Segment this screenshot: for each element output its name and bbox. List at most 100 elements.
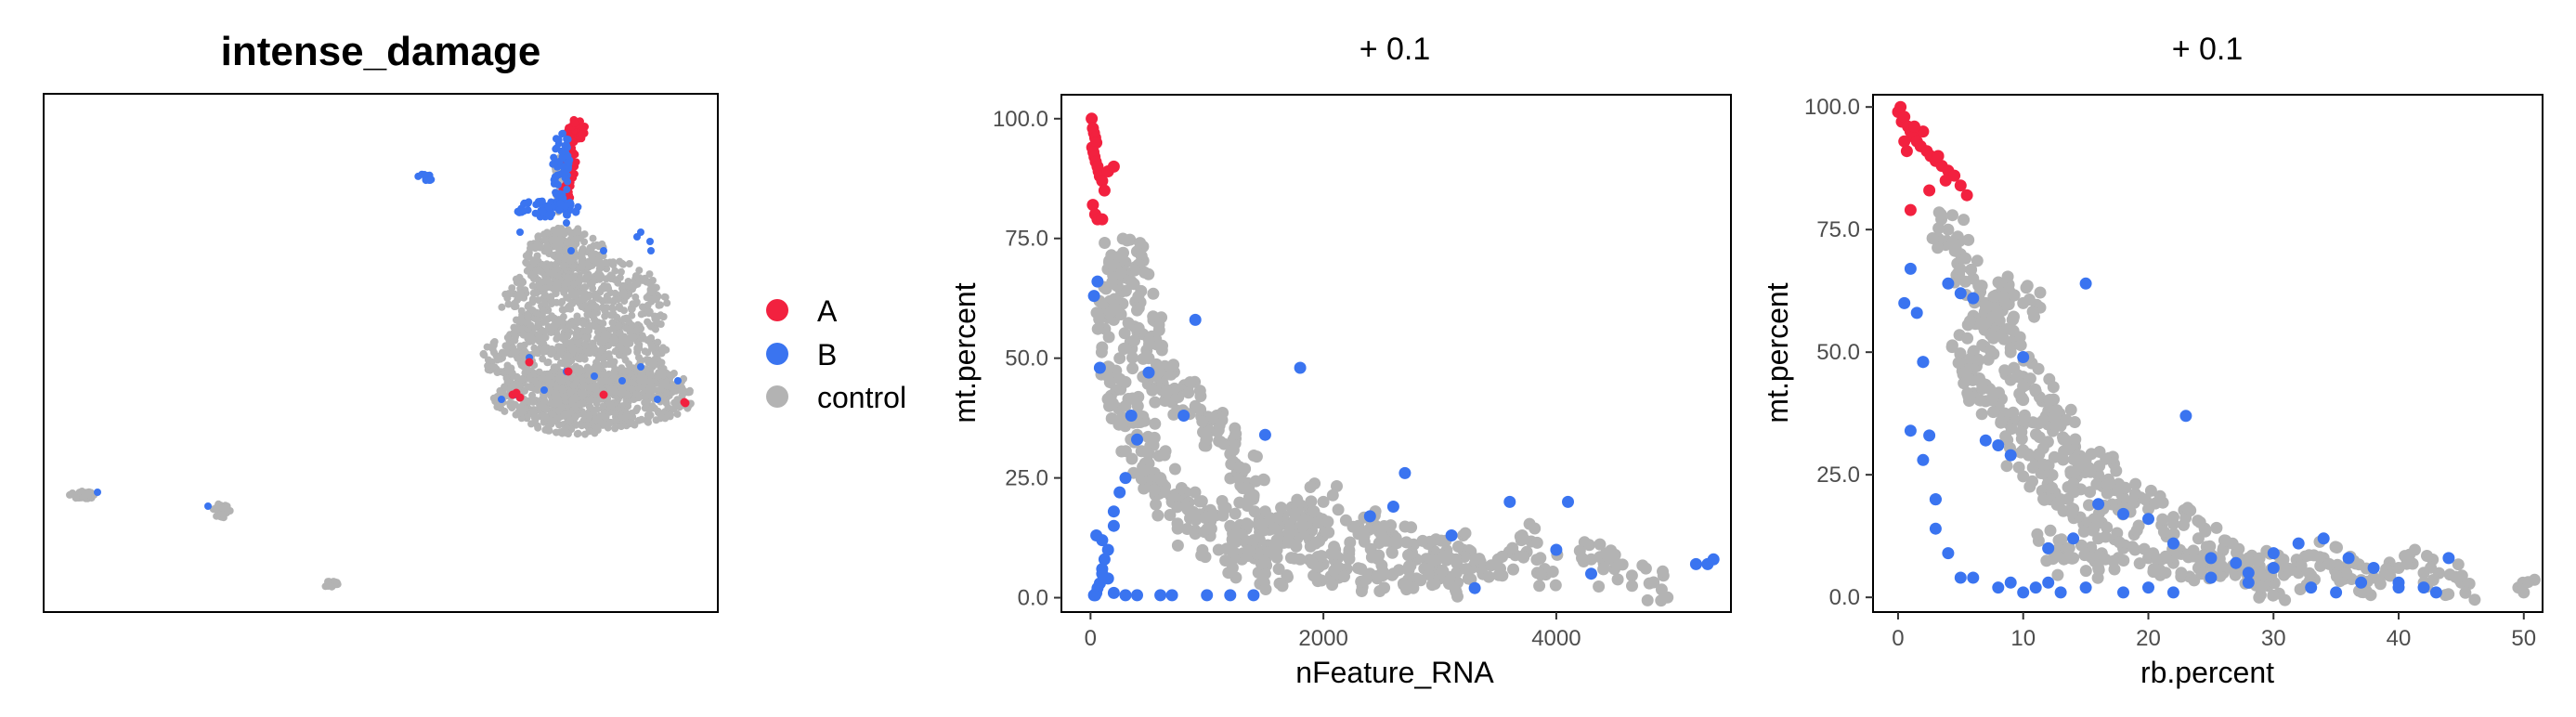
umap-point [507, 350, 514, 358]
umap-point [553, 384, 561, 391]
point-b [2205, 571, 2218, 584]
umap-point [599, 319, 607, 328]
point-control [1167, 408, 1180, 421]
umap-point [588, 254, 596, 262]
point-control [1962, 233, 1975, 246]
umap-point [593, 328, 602, 336]
point-control [2001, 270, 2014, 283]
point-control [2101, 521, 2114, 534]
point-control [1143, 334, 1155, 346]
umap-point [563, 186, 571, 193]
umap-point [617, 267, 625, 276]
x-tick-label: 20 [2136, 626, 2161, 651]
umap-point [604, 377, 612, 385]
point-control [2043, 394, 2056, 406]
umap-point [580, 294, 589, 303]
umap-point [528, 391, 537, 399]
point-b [2442, 552, 2455, 565]
point-control [1275, 502, 1288, 515]
point-control [1304, 481, 1317, 493]
umap-point [540, 386, 548, 394]
umap-point [545, 211, 553, 219]
umap-point [551, 237, 559, 245]
point-control [1200, 434, 1213, 447]
umap-point [545, 246, 553, 254]
point-b [2242, 576, 2255, 589]
umap-point [662, 345, 670, 354]
point-control [2007, 324, 2020, 337]
point-control [1182, 386, 1195, 399]
point-control [2255, 580, 2268, 593]
point-control [2047, 381, 2060, 394]
umap-point [547, 328, 555, 336]
umap-point [597, 272, 605, 280]
point-b [2355, 576, 2368, 589]
point-control [1407, 581, 1420, 594]
point-control [2075, 539, 2088, 552]
umap-point [542, 316, 551, 324]
point-b [1585, 567, 1597, 580]
point-control [2036, 442, 2049, 455]
point-control [2050, 549, 2063, 562]
point-control [2144, 484, 2157, 497]
point-control [2077, 525, 2090, 538]
umap-point [484, 356, 492, 364]
umap-point [625, 260, 633, 267]
point-control [1306, 556, 1319, 569]
umap-point [601, 360, 609, 369]
umap-point [602, 330, 610, 338]
y-tick-label: 75.0 [1816, 217, 1860, 242]
umap-point [566, 321, 574, 330]
umap-point [564, 177, 572, 186]
umap-point [564, 151, 572, 160]
umap-point [554, 407, 563, 415]
umap-point [605, 350, 613, 358]
point-b [2004, 449, 2017, 462]
umap-point [644, 318, 652, 326]
umap-point [517, 306, 526, 315]
panel-nfeature-ylabel: mt.percent [948, 282, 982, 423]
point-control [2193, 515, 2206, 528]
umap-point [530, 413, 539, 422]
umap-point [685, 388, 694, 397]
umap-point [529, 408, 538, 415]
umap-point [647, 247, 655, 254]
point-b [1098, 553, 1111, 566]
point-control [2015, 392, 2028, 404]
legend-label-a: A [817, 294, 838, 328]
umap-point [540, 345, 549, 354]
point-control [1154, 473, 1167, 486]
point-control [2133, 557, 2146, 570]
point-control [2050, 404, 2063, 417]
point-control [1582, 539, 1595, 552]
point-b [1562, 495, 1574, 508]
umap-point [577, 130, 586, 139]
point-b [1917, 356, 1930, 369]
point-control [1308, 505, 1321, 518]
umap-point [673, 410, 682, 418]
umap-point [589, 234, 597, 242]
umap-point [597, 378, 605, 386]
point-b [1904, 262, 1917, 275]
umap-point [578, 263, 586, 271]
umap-point [523, 259, 531, 267]
umap-point [622, 347, 630, 356]
point-b [1119, 589, 1132, 602]
point-control [2051, 568, 2064, 581]
umap-point [540, 306, 548, 315]
point-control [1611, 573, 1624, 586]
point-control [1402, 549, 1414, 562]
point-control [1106, 276, 1119, 289]
umap-point [554, 136, 563, 144]
point-control [2023, 480, 2036, 493]
umap-point [581, 430, 589, 438]
umap-point [628, 379, 635, 387]
point-control [1216, 509, 1229, 522]
y-tick-label: 100.0 [993, 107, 1048, 132]
point-control [2111, 527, 2124, 540]
point-b [1113, 486, 1126, 499]
umap-point [548, 379, 555, 387]
umap-point [499, 354, 506, 362]
umap-point [618, 389, 627, 397]
umap-point [591, 309, 599, 318]
